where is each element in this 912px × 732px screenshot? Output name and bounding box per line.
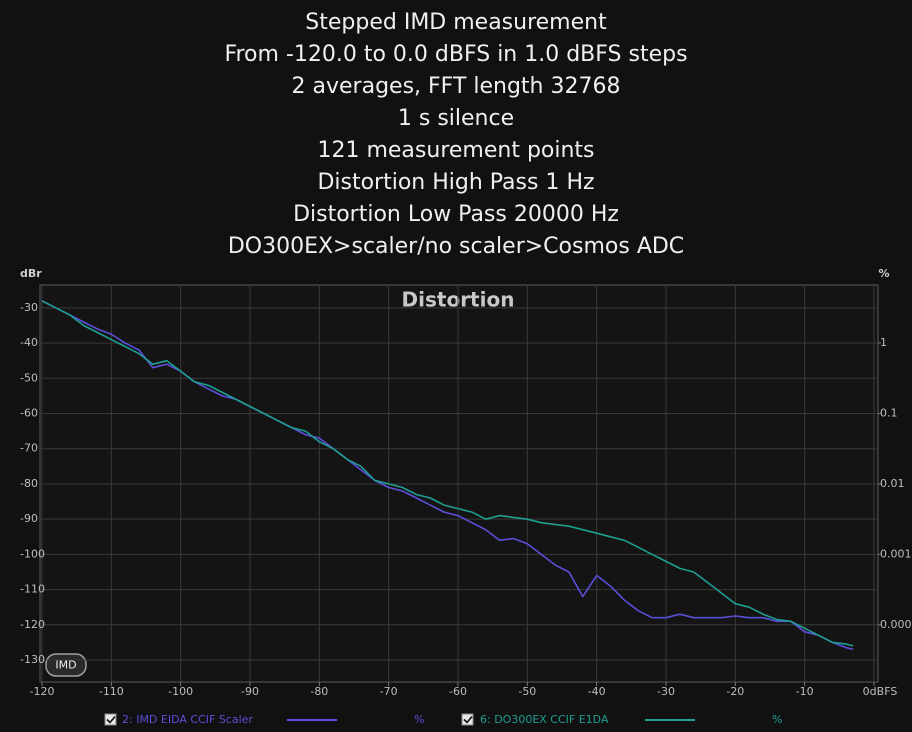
legend-label: 2: IMD EIDA CCIF Scaler <box>122 713 253 726</box>
series-line <box>41 300 854 647</box>
y-tick-label: -70 <box>20 442 38 455</box>
chart-title: Stepped IMD measurement <box>305 10 607 35</box>
legend-unit: % <box>414 713 424 726</box>
y-tick-label: -30 <box>20 301 38 314</box>
x-tick-label: -20 <box>726 685 744 698</box>
y-tick-label: -120 <box>20 618 45 631</box>
y-tick-label: -100 <box>20 547 45 560</box>
chart-title: 121 measurement points <box>317 138 594 163</box>
x-tick-label: -120 <box>30 685 55 698</box>
y-tick-label: -50 <box>20 371 38 384</box>
chart-title: 1 s silence <box>398 106 514 131</box>
x-tick-label: -90 <box>241 685 259 698</box>
x-tick-label: -60 <box>449 685 467 698</box>
x-tick-label: -10 <box>796 685 814 698</box>
y-tick-label: -90 <box>20 512 38 525</box>
chart-title: DO300EX>scaler/no scaler>Cosmos ADC <box>228 234 684 259</box>
x-tick-label: -100 <box>168 685 193 698</box>
y-tick-label: -60 <box>20 407 38 420</box>
y2-tick-label: 1 <box>880 336 887 349</box>
y2-tick-label: 0.01 <box>880 477 905 490</box>
x-tick-label: -50 <box>518 685 536 698</box>
x-tick-label: 0dBFS <box>863 685 898 698</box>
y2-tick-label: 0.001 <box>880 547 912 560</box>
chart-title: Distortion Low Pass 20000 Hz <box>293 202 619 227</box>
y2-tick-label: 0.1 <box>880 407 898 420</box>
y-axis-label: dBr <box>20 267 42 280</box>
grid <box>40 285 878 682</box>
chart-title: Distortion High Pass 1 Hz <box>317 170 594 195</box>
check-mark <box>463 715 473 724</box>
x-tick-label: -30 <box>657 685 675 698</box>
legend-unit: % <box>772 713 782 726</box>
y-tick-label: -110 <box>20 583 45 596</box>
x-tick-label: -80 <box>310 685 328 698</box>
check-mark <box>106 715 116 724</box>
y2-tick-label: 0.0001 <box>880 618 912 631</box>
x-tick-label: -70 <box>380 685 398 698</box>
chart-title: From -120.0 to 0.0 dBFS in 1.0 dBFS step… <box>224 42 687 67</box>
legend-checkbox[interactable] <box>104 713 117 726</box>
y2-axis-label: % <box>878 267 889 280</box>
chart-title: 2 averages, FFT length 32768 <box>292 74 621 99</box>
y-tick-label: -40 <box>20 336 38 349</box>
y-tick-label: -130 <box>20 653 45 666</box>
x-tick-label: -110 <box>99 685 124 698</box>
x-tick-label: -40 <box>588 685 606 698</box>
y-tick-label: -80 <box>20 477 38 490</box>
imd-button-label[interactable]: IMD <box>55 659 76 672</box>
legend-checkbox[interactable] <box>461 713 474 726</box>
legend: 2: IMD EIDA CCIF Scaler% 6: DO300EX CCIF … <box>104 713 782 726</box>
legend-label: 6: DO300EX CCIF E1DA <box>480 713 609 726</box>
